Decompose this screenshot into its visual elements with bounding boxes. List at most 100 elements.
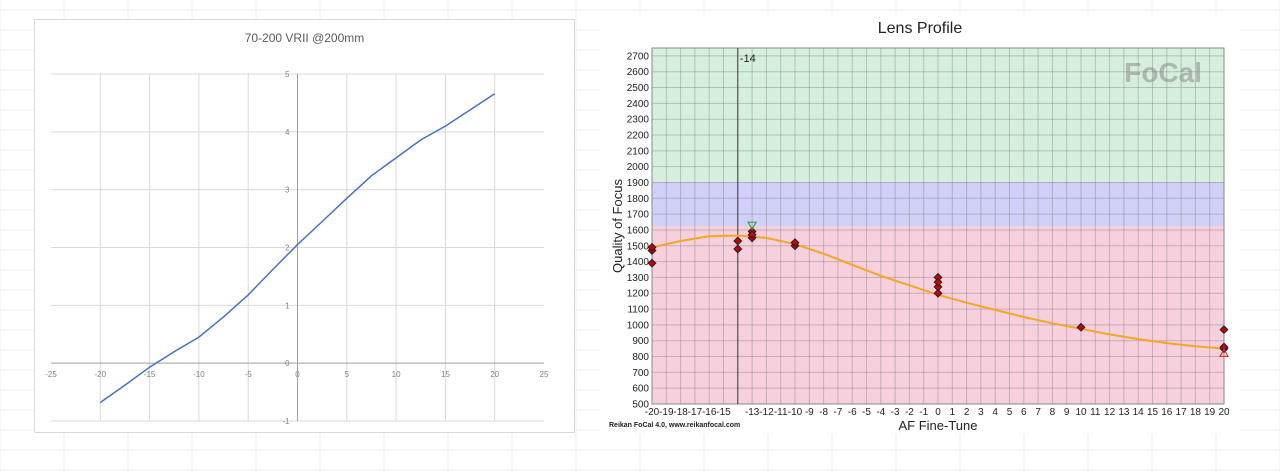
left-x-tick-label: -20 <box>95 370 107 379</box>
right-x-tick-label: 15 <box>1147 407 1159 418</box>
right-x-tick-label: 12 <box>1104 407 1116 418</box>
right-y-tick-label: 1500 <box>627 241 650 252</box>
right-x-tick-label: -11 <box>774 407 788 418</box>
left-chart-title: 70-200 VRII @200mm <box>244 31 365 45</box>
left-y-tick-label: 5 <box>285 70 290 79</box>
right-x-tick-label: 18 <box>1190 407 1202 418</box>
right-x-tick-label: -13 <box>745 407 760 418</box>
right-y-tick-label: 2400 <box>627 99 650 110</box>
right-y-tick-label: 2700 <box>627 51 650 62</box>
data-point <box>1076 322 1086 332</box>
right-y-tick-label: 1800 <box>627 194 650 205</box>
right-y-tick-label: 900 <box>632 336 649 347</box>
right-x-tick-label: -3 <box>891 407 900 418</box>
left-y-tick-label: 2 <box>285 244 290 253</box>
right-x-tick-label: 6 <box>1021 407 1027 418</box>
left-y-tick-label: -1 <box>282 417 290 426</box>
right-x-tick-label: -8 <box>819 407 828 418</box>
right-x-tick-label: -18 <box>673 407 688 418</box>
right-x-tick-label: -7 <box>833 407 842 418</box>
right-x-tick-label: 2 <box>964 407 970 418</box>
marker-label: -14 <box>740 53 756 65</box>
left-y-tick-label: 4 <box>285 128 290 137</box>
right-y-tick-label: 2300 <box>627 115 650 126</box>
right-x-tick-label: 0 <box>935 407 941 418</box>
data-point <box>1219 325 1229 335</box>
left-x-tick-label: 10 <box>392 370 401 379</box>
right-x-tick-label: 14 <box>1133 407 1145 418</box>
right-x-tick-label: -12 <box>759 407 774 418</box>
right-x-tick-label: -16 <box>702 407 717 418</box>
right-y-tick-label: 600 <box>632 384 649 395</box>
left-x-tick-label: -25 <box>45 370 57 379</box>
right-y-tick-label: 2500 <box>627 83 650 94</box>
right-x-tick-label: -1 <box>919 407 928 418</box>
right-chart-plot: 500 600 700 800 900 1000 1100 1 20 0 1300 1400 1500 1… <box>610 47 1230 433</box>
right-x-tick-label: 10 <box>1075 407 1087 418</box>
right-x-tick-label: -17 <box>688 407 703 418</box>
right-y-tick-label: 1700 <box>627 210 650 221</box>
right-x-tick-label: -15 <box>716 407 731 418</box>
right-x-tick-label: 13 <box>1118 407 1130 418</box>
right-y-tick-label: 1400 <box>627 257 650 268</box>
data-point <box>733 236 743 246</box>
right-y-tick-label: 500 <box>632 400 649 411</box>
right-x-tick-label: 9 <box>1064 407 1070 418</box>
right-x-tick-label: -10 <box>788 407 803 418</box>
right-y-tick-label: 700 <box>632 368 649 379</box>
left-x-tick-label: 15 <box>441 370 450 379</box>
quality-band <box>652 181 1224 226</box>
data-point <box>933 288 943 298</box>
focal-logo: FoCal <box>1124 57 1202 88</box>
right-plot-frame <box>651 47 1225 405</box>
right-y-tick-label: 2000 <box>627 162 650 173</box>
right-x-tick-label: -5 <box>862 407 871 418</box>
right-x-tick-label: -2 <box>905 407 914 418</box>
right-y-tick-label: 2600 <box>627 67 650 78</box>
right-x-tick-label: 5 <box>1007 407 1013 418</box>
right-x-tick-label: 19 <box>1204 407 1216 418</box>
right-x-tick-label: 17 <box>1176 407 1188 418</box>
right-x-tick-label: 11 <box>1090 407 1101 418</box>
right-y-tick-label: 2100 <box>627 146 650 157</box>
quality-band <box>652 226 1224 404</box>
right-x-tick-label: -9 <box>805 407 814 418</box>
left-x-tick-label: -5 <box>245 370 253 379</box>
max-marker <box>747 221 758 231</box>
right-y-tick-label: 800 <box>632 352 649 363</box>
right-y-axis-label: Quality of Focus <box>610 179 625 273</box>
right-x-tick-label: 1 <box>950 407 956 418</box>
right-x-tick-label: -20 <box>645 407 660 418</box>
left-chart-panel: 70-200 VRII @200mm -25-20-15-10-50510152… <box>34 19 575 433</box>
right-x-tick-label: -4 <box>876 407 885 418</box>
data-point <box>733 244 743 254</box>
left-series-line <box>99 93 496 404</box>
left-x-tick-label: -10 <box>193 370 205 379</box>
quality-band <box>652 48 1224 182</box>
right-x-tick-label: 4 <box>992 407 998 418</box>
data-point <box>933 277 943 287</box>
left-x-tick-label: 5 <box>345 370 350 379</box>
left-y-tick-label: 0 <box>285 359 290 368</box>
right-chart-title: Lens Profile <box>877 20 963 37</box>
right-x-tick-label: 8 <box>1050 407 1056 418</box>
right-x-tick-label: 7 <box>1035 407 1041 418</box>
right-y-tick-label: 1100 <box>627 305 649 316</box>
data-point <box>790 238 800 248</box>
right-x-tick-label: -19 <box>659 407 674 418</box>
left-x-tick-label: 25 <box>540 370 549 379</box>
right-x-tick-label: 3 <box>978 407 984 418</box>
data-point <box>647 242 657 252</box>
left-y-tick-label: 3 <box>285 186 290 195</box>
right-x-tick-label: -6 <box>848 407 857 418</box>
data-point <box>1219 342 1229 352</box>
left-x-tick-label: 20 <box>490 370 499 379</box>
right-y-tick-label: 2200 <box>627 131 650 142</box>
right-y-tick-label: 1300 <box>627 273 650 284</box>
right-x-tick-label: 20 <box>1218 407 1230 418</box>
right-y-tick-label: 1000 <box>627 320 650 331</box>
data-point <box>747 230 757 240</box>
left-x-tick-label: -15 <box>144 370 156 379</box>
min-marker <box>1218 348 1230 357</box>
credit-text: Reikan FoCal 4.0, www.reikanfocal.com <box>609 422 741 429</box>
